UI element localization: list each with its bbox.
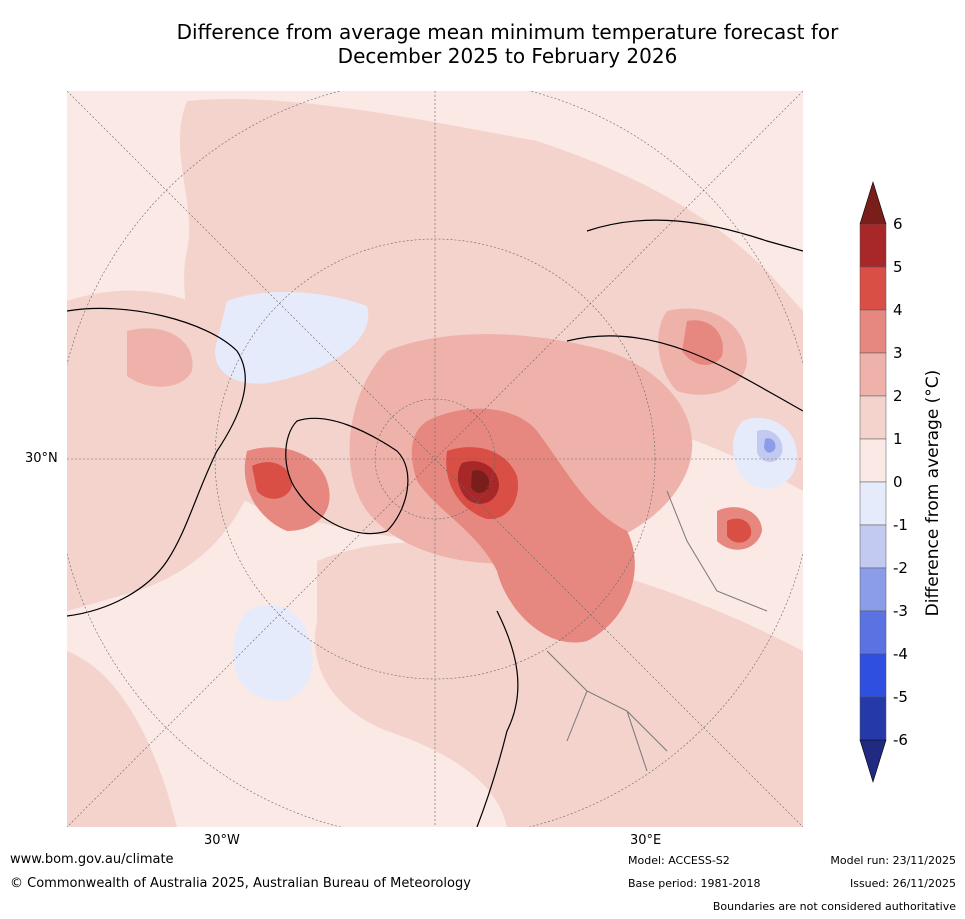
lat-label-30n: 30°N bbox=[25, 451, 58, 466]
colorbar-cell bbox=[859, 223, 887, 268]
colorbar-tick-label: -4 bbox=[893, 645, 908, 663]
region-anomaly-minus3 bbox=[764, 438, 776, 453]
footer-model-run: Model run: 23/11/2025 bbox=[830, 854, 956, 867]
footer-model: Model: ACCESS-S2 bbox=[628, 854, 730, 867]
colorbar-tick-label: -5 bbox=[893, 688, 908, 706]
colorbar-cell bbox=[859, 481, 887, 526]
colorbar-cell bbox=[859, 352, 887, 397]
colorbar-tick-label: 5 bbox=[893, 258, 903, 276]
lon-label-30w: 30°W bbox=[204, 833, 240, 848]
title-line-1: Difference from average mean minimum tem… bbox=[176, 20, 839, 44]
graticule bbox=[67, 91, 803, 827]
colorbar-cell bbox=[859, 696, 887, 741]
colorbar-tick-label: -3 bbox=[893, 602, 908, 620]
region-anomaly-1-south bbox=[315, 542, 803, 827]
region-anomaly-1-sw bbox=[67, 651, 177, 827]
chart-title: Difference from average mean minimum tem… bbox=[0, 20, 965, 68]
map-svg bbox=[67, 91, 803, 827]
region-anomaly-minus1-b bbox=[233, 605, 313, 701]
colorbar-tick-label: 1 bbox=[893, 430, 903, 448]
footer-copyright: © Commonwealth of Australia 2025, Austra… bbox=[10, 876, 471, 891]
colorbar-label-box: Difference from average (°C) bbox=[922, 370, 944, 617]
footer-website: www.bom.gov.au/climate bbox=[10, 852, 174, 867]
colorbar-cell bbox=[859, 438, 887, 483]
coastline-greenland bbox=[285, 417, 409, 535]
title-line-2: December 2025 to February 2026 bbox=[337, 44, 678, 68]
region-anomaly-minus1-a bbox=[215, 291, 369, 384]
coastline-eurasia bbox=[476, 219, 803, 827]
region-anomaly-1-north bbox=[180, 99, 803, 538]
region-anomaly-4-west bbox=[252, 462, 292, 499]
lon-label-30e: 30°E bbox=[630, 833, 662, 848]
graticule-meridian-d2 bbox=[67, 91, 803, 827]
colorbar-tick-label: 0 bbox=[893, 473, 903, 491]
colorbar-cells bbox=[859, 223, 887, 741]
colorbar-tick-label: -1 bbox=[893, 516, 908, 534]
colorbar-cell bbox=[859, 567, 887, 612]
colorbar-cell bbox=[859, 309, 887, 354]
region-anomaly-2-west bbox=[127, 328, 193, 387]
anomaly-map bbox=[67, 91, 803, 827]
colorbar-tick-label: 2 bbox=[893, 387, 903, 405]
colorbar-cell bbox=[859, 395, 887, 440]
region-anomaly-3-east bbox=[682, 320, 723, 366]
footer-base-period: Base period: 1981-2018 bbox=[628, 877, 761, 890]
colorbar-cell bbox=[859, 653, 887, 698]
region-anomaly-1-west bbox=[67, 290, 261, 611]
colorbar-under-arrow bbox=[859, 739, 887, 784]
colorbar-tick-label: -6 bbox=[893, 731, 908, 749]
colorbar-label: Difference from average (°C) bbox=[923, 369, 943, 617]
colorbar bbox=[859, 180, 887, 784]
colorbar-tick-label: 6 bbox=[893, 215, 903, 233]
footer-issued: Issued: 26/11/2025 bbox=[849, 877, 956, 890]
colorbar-over-arrow bbox=[859, 180, 887, 225]
region-anomaly-6-central bbox=[471, 470, 490, 493]
colorbar-tick-label: 3 bbox=[893, 344, 903, 362]
coastline-north-america bbox=[67, 307, 246, 617]
colorbar-tick-label: 4 bbox=[893, 301, 903, 319]
colorbar-tick-label: -2 bbox=[893, 559, 908, 577]
colorbar-cell bbox=[859, 610, 887, 655]
country-borders bbox=[546, 490, 768, 772]
region-anomaly-4-se bbox=[727, 518, 752, 543]
colorbar-cell bbox=[859, 266, 887, 311]
colorbar-cell bbox=[859, 524, 887, 569]
footer-disclaimer: Boundaries are not considered authoritat… bbox=[712, 900, 956, 913]
